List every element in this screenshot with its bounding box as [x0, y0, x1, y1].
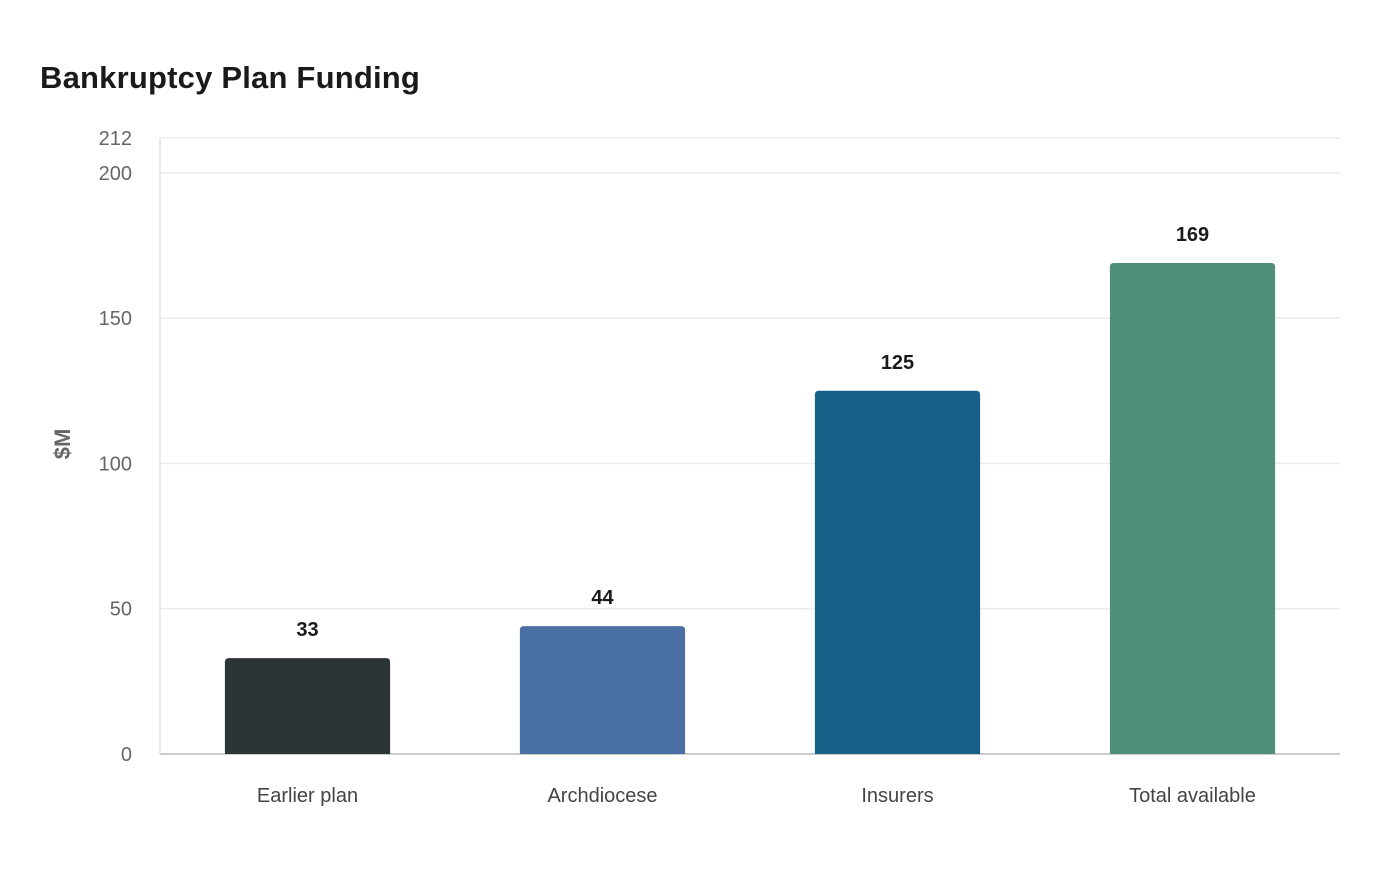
- category-label: Archdiocese: [547, 785, 657, 807]
- bar-total-available: [1109, 262, 1276, 754]
- y-axis-label: $M: [50, 429, 75, 460]
- bar-value-label: 169: [1176, 224, 1209, 246]
- y-tick-label: 200: [99, 163, 132, 185]
- category-label: Total available: [1129, 785, 1256, 807]
- bar-value-label: 125: [881, 352, 914, 374]
- category-label: Insurers: [861, 785, 933, 807]
- bar-insurers: [814, 390, 981, 754]
- value-labels: 33 44 125 169: [296, 224, 1209, 641]
- bar-value-label: 44: [591, 587, 614, 609]
- category-labels: Earlier plan Archdiocese Insurers Total ava…: [257, 785, 1256, 807]
- y-tick-labels: 0 50 100 150 200 212: [99, 128, 132, 766]
- y-tick-label: 0: [121, 744, 132, 766]
- bars: [224, 262, 1276, 754]
- category-label: Earlier plan: [257, 785, 358, 807]
- bar-archdiocese: [519, 626, 686, 754]
- y-tick-label: 212: [99, 128, 132, 150]
- bar-earlier-plan: [224, 658, 391, 754]
- y-tick-label: 150: [99, 308, 132, 330]
- y-tick-label: 100: [99, 453, 132, 475]
- chart-title: Bankruptcy Plan Funding: [40, 60, 421, 95]
- y-tick-label: 50: [110, 599, 132, 621]
- bar-value-label: 33: [296, 619, 318, 641]
